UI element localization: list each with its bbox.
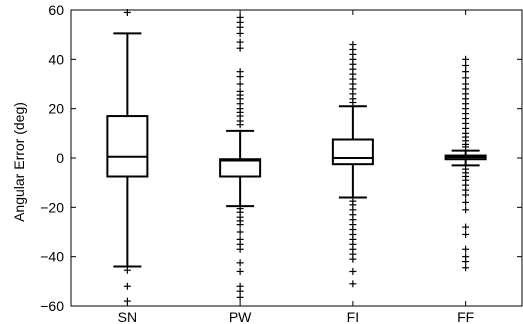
outlier-point: [462, 230, 470, 238]
outlier-point: [462, 62, 470, 69]
box-iqr: [219, 158, 262, 178]
outlier-point: [462, 223, 470, 231]
y-tick-label: 20: [48, 101, 64, 117]
box-pw: [219, 13, 262, 301]
y-axis-ticks: −60 −40 −20 0 20 40 60: [40, 2, 522, 314]
outlier-point: [236, 38, 244, 46]
outlier-point: [123, 266, 131, 274]
outlier-point: [236, 259, 244, 267]
outlier-point: [236, 287, 244, 295]
outlier-point: [236, 245, 244, 253]
boxes-layer: [106, 8, 487, 305]
outlier-point: [462, 198, 470, 206]
box-sn: [106, 8, 149, 305]
outlier-point: [236, 293, 244, 301]
outlier-point: [462, 143, 470, 151]
x-tick-label: PW: [229, 309, 252, 324]
x-tick-label: FF: [457, 309, 474, 324]
outlier-point: [349, 255, 357, 263]
outlier-point: [236, 23, 244, 31]
y-tick-label: 0: [56, 150, 64, 166]
x-tick-label: FI: [347, 309, 359, 324]
outlier-point: [462, 258, 470, 266]
outlier-point: [236, 221, 244, 229]
outlier-point: [462, 68, 470, 76]
outlier-point: [236, 29, 244, 37]
outlier-point: [462, 74, 470, 82]
outlier-point: [349, 267, 357, 275]
y-tick-label: −40: [40, 249, 64, 265]
box-ff: [444, 55, 487, 272]
y-tick-label: 40: [48, 51, 64, 67]
outlier-point: [236, 80, 244, 88]
outlier-point: [462, 206, 470, 214]
box-fi: [331, 41, 374, 288]
box-iqr: [331, 138, 374, 166]
outlier-point: [236, 228, 244, 236]
outlier-point: [236, 121, 244, 129]
box-iqr: [106, 115, 149, 178]
outlier-point: [123, 282, 131, 290]
outlier-point: [462, 245, 470, 253]
x-axis-ticks: SN PW FI FF: [118, 10, 474, 324]
y-tick-label: −60: [40, 298, 64, 314]
y-tick-label: 60: [48, 2, 64, 18]
y-tick-label: −20: [40, 199, 64, 215]
outlier-point: [236, 73, 244, 81]
y-axis-title: Angular Error (deg): [11, 102, 27, 222]
outlier-point: [462, 55, 470, 63]
outlier-point: [462, 264, 470, 272]
outlier-point: [236, 44, 244, 52]
outlier-point: [462, 191, 470, 199]
x-tick-label: SN: [118, 309, 137, 324]
outlier-point: [349, 99, 357, 106]
outlier-point: [236, 267, 244, 275]
outlier-point: [349, 280, 357, 288]
